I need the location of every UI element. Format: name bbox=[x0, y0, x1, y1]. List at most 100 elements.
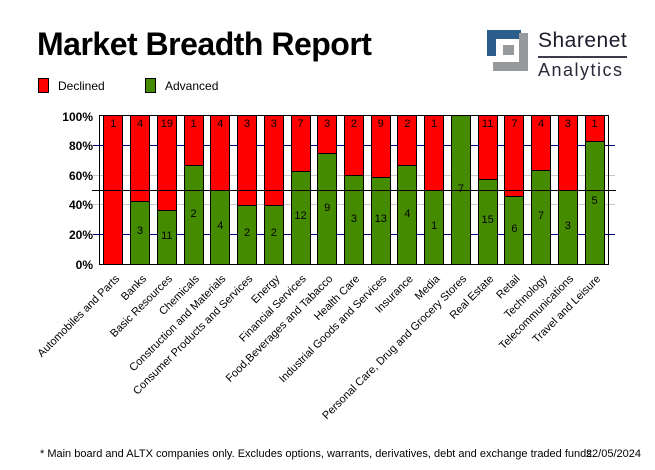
advanced-count-label: 9 bbox=[324, 201, 331, 214]
advanced-segment bbox=[211, 190, 230, 264]
y-axis-tick-label: 100% bbox=[62, 109, 93, 124]
declined-segment bbox=[585, 116, 604, 141]
declined-segment bbox=[398, 116, 417, 166]
declined-segment bbox=[264, 116, 283, 205]
declined-count-label: 4 bbox=[217, 118, 224, 130]
advanced-count-label: 4 bbox=[404, 207, 411, 220]
declined-segment bbox=[505, 116, 524, 196]
advanced-count-label: 15 bbox=[481, 214, 494, 227]
logo-text: Sharenet Analytics bbox=[538, 29, 628, 81]
advanced-count-label: 5 bbox=[591, 195, 598, 208]
axis-tick bbox=[609, 145, 615, 147]
axis-tick bbox=[609, 233, 615, 235]
advanced-segment bbox=[291, 170, 310, 264]
axis-tick bbox=[93, 233, 99, 235]
declined-segment bbox=[184, 116, 203, 166]
advanced-count-label: 3 bbox=[137, 225, 144, 238]
advanced-segment bbox=[478, 178, 497, 264]
declined-segment bbox=[558, 116, 577, 190]
declined-segment bbox=[318, 116, 337, 153]
legend-item-advanced: Advanced bbox=[145, 78, 218, 93]
declined-count-label: 2 bbox=[350, 118, 358, 130]
advanced-segment bbox=[558, 190, 577, 264]
declined-count-label: 4 bbox=[538, 118, 545, 130]
legend-label-advanced: Advanced bbox=[165, 78, 219, 93]
axis-tick bbox=[93, 174, 99, 176]
declined-segment bbox=[291, 116, 310, 171]
advanced-segment bbox=[344, 175, 363, 264]
declined-segment bbox=[131, 116, 150, 201]
advanced-count-label: 1 bbox=[431, 220, 438, 232]
advanced-count-label: 3 bbox=[350, 212, 358, 225]
declined-count-label: 1 bbox=[431, 118, 438, 130]
report-date: 22/05/2024 bbox=[585, 448, 641, 460]
advanced-count-label: 7 bbox=[452, 184, 470, 195]
declined-count-label: 7 bbox=[511, 118, 518, 130]
declined-count-label: 3 bbox=[564, 118, 571, 130]
advanced-count-label: 2 bbox=[270, 227, 277, 240]
advanced-count-label: 7 bbox=[538, 209, 545, 222]
declined-count-label: 7 bbox=[297, 118, 304, 130]
plot-area: 1431911124432327123923913241171115764733… bbox=[35, 110, 616, 422]
declined-segment bbox=[344, 116, 363, 176]
advanced-count-label: 11 bbox=[161, 229, 173, 242]
advanced-count-label: 2 bbox=[190, 207, 197, 220]
advanced-segment bbox=[532, 169, 551, 264]
page-title: Market Breadth Report bbox=[37, 26, 372, 62]
advanced-segment bbox=[371, 176, 390, 264]
advanced-count-label: 12 bbox=[294, 210, 307, 223]
declined-count-label: 9 bbox=[377, 118, 384, 130]
advanced-count-label: 13 bbox=[374, 213, 387, 226]
logo-subname: Analytics bbox=[538, 60, 624, 80]
y-axis-tick-label: 80% bbox=[68, 139, 93, 154]
advanced-swatch-icon bbox=[145, 78, 156, 93]
advanced-segment bbox=[585, 140, 604, 264]
declined-count-label: 4 bbox=[137, 118, 144, 130]
footnote: * Main board and ALTX companies only. Ex… bbox=[40, 448, 592, 460]
declined-count-label: 1 bbox=[591, 118, 598, 130]
declined-swatch-icon bbox=[38, 78, 49, 93]
legend-item-declined: Declined bbox=[38, 78, 105, 93]
declined-count-label: 11 bbox=[481, 118, 494, 130]
declined-segment bbox=[211, 116, 230, 190]
axis-tick bbox=[93, 204, 99, 206]
declined-segment bbox=[157, 116, 176, 210]
declined-segment bbox=[371, 116, 390, 177]
declined-segment bbox=[238, 116, 257, 205]
advanced-segment bbox=[505, 195, 524, 264]
declined-count-label: 3 bbox=[243, 118, 251, 130]
advanced-count-label: 4 bbox=[217, 220, 224, 232]
advanced-segment bbox=[238, 204, 257, 264]
axis-tick bbox=[609, 174, 615, 176]
declined-segment bbox=[478, 116, 497, 179]
declined-count-label: 3 bbox=[324, 118, 331, 130]
sharenet-logo-icon bbox=[487, 30, 528, 71]
declined-count-label: 19 bbox=[160, 118, 173, 130]
advanced-segment bbox=[425, 190, 444, 264]
advanced-segment bbox=[131, 200, 150, 264]
fifty-percent-line bbox=[92, 189, 616, 191]
advanced-segment bbox=[157, 209, 176, 264]
advanced-count-label: 2 bbox=[243, 227, 251, 240]
declined-segment bbox=[532, 116, 551, 170]
y-axis-tick-label: 0% bbox=[75, 257, 93, 272]
x-axis-category-label: Automobiles and Parts bbox=[35, 273, 122, 360]
logo-name: Sharenet bbox=[538, 29, 628, 58]
advanced-count-label: 6 bbox=[511, 222, 518, 235]
declined-count-label: 1 bbox=[190, 118, 197, 130]
declined-count-label: 1 bbox=[110, 118, 117, 130]
declined-count-label: 2 bbox=[404, 118, 411, 130]
declined-segment bbox=[425, 116, 444, 190]
advanced-segment bbox=[318, 153, 337, 264]
declined-count-label: 3 bbox=[270, 118, 277, 130]
legend-label-declined: Declined bbox=[58, 78, 105, 93]
sharenet-logo: Sharenet Analytics bbox=[486, 29, 628, 81]
axis-tick bbox=[609, 204, 615, 206]
x-axis-labels: Automobiles and Parts Banks Basic Resource… bbox=[35, 264, 608, 439]
axis-tick bbox=[93, 145, 99, 147]
